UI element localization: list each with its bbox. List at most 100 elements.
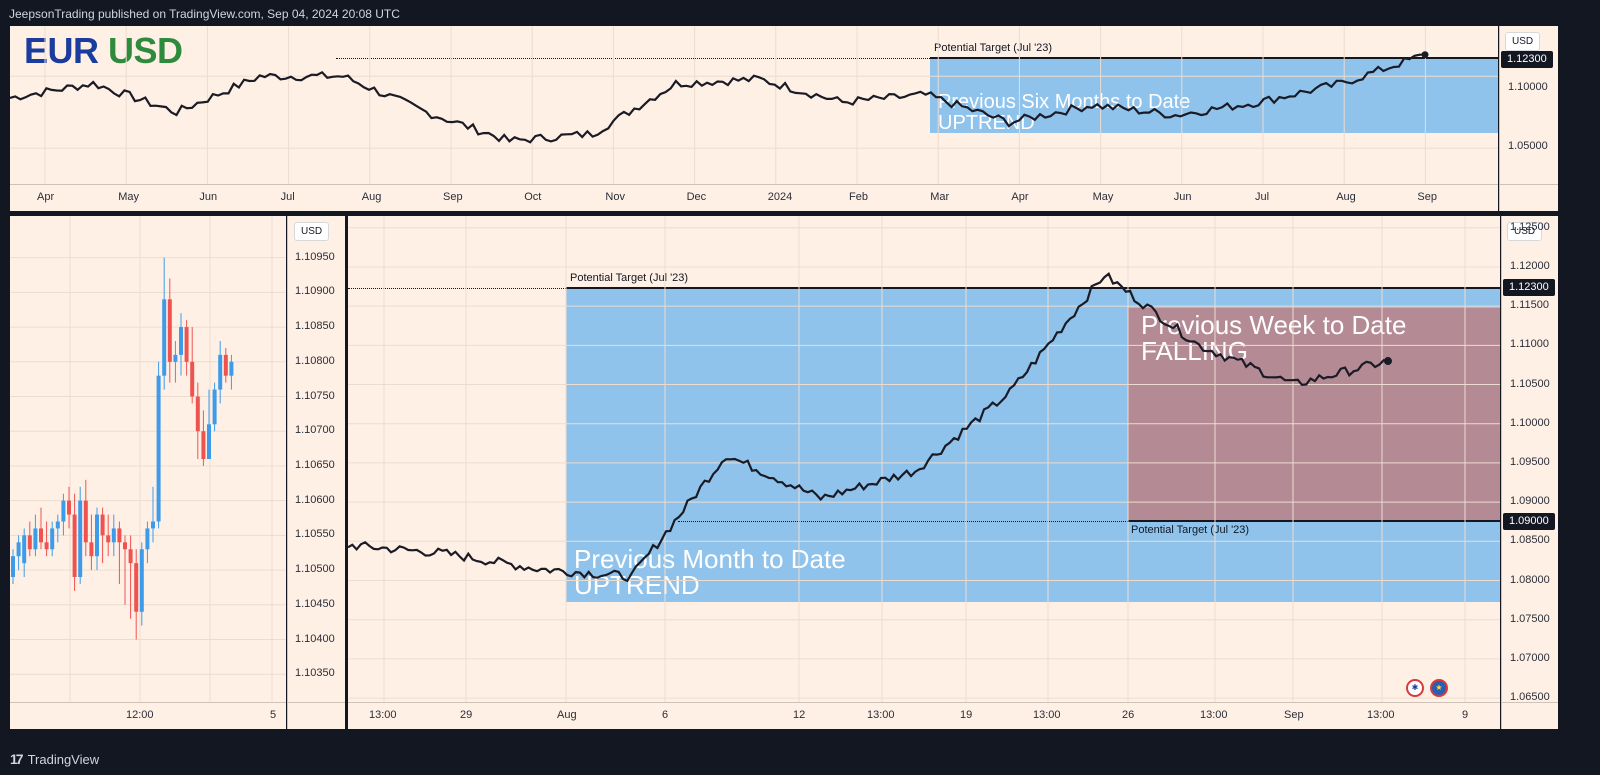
flag-icon[interactable]: ✱ (1406, 679, 1424, 697)
candle (184, 320, 189, 376)
y-tick: 1.08000 (1510, 573, 1550, 586)
y-tick: 1.07500 (1510, 612, 1550, 625)
symbol-base: EUR (24, 30, 99, 71)
x-tick: 13:00 (867, 709, 895, 721)
x-tick: Sep (1284, 709, 1304, 721)
x-tick: 19 (960, 709, 973, 721)
y-tick: 1.09000 (1510, 495, 1550, 508)
target-top-line[interactable] (566, 287, 1500, 289)
main-line-svg (347, 216, 1500, 702)
x-tick: 13:00 (1033, 709, 1061, 721)
candle (207, 389, 211, 459)
y-tick: 1.10450 (295, 597, 335, 610)
target-line[interactable] (930, 57, 1498, 59)
candle (55, 514, 60, 543)
main-price-axis[interactable]: USD 1.12500 1.12000 1.11500 1.11000 1.10500 1… (1501, 216, 1558, 704)
candle (156, 361, 161, 529)
x-tick: 13:00 (1200, 709, 1228, 721)
y-tick: 1.10500 (1510, 377, 1550, 390)
tradingview-logo[interactable]: 17 TradingView (10, 751, 99, 767)
x-tick: Apr (1011, 191, 1029, 203)
overview-price-axis[interactable]: USD 1.12300 1.10000 1.05000 (1499, 26, 1558, 184)
candle (78, 486, 83, 584)
x-tick: 12:00 (126, 709, 154, 721)
y-tick: 1.10900 (295, 285, 335, 298)
y-tick: 1.06500 (1510, 691, 1550, 704)
overview-corner (1499, 184, 1558, 211)
x-tick: Jun (1173, 191, 1192, 203)
price-line (347, 272, 1389, 583)
candle (134, 549, 139, 640)
candle (128, 535, 133, 619)
x-tick: 26 (1122, 709, 1135, 721)
candle (117, 521, 122, 584)
candle (111, 514, 116, 557)
x-tick: Oct (524, 191, 542, 203)
candles-svg (10, 216, 286, 702)
x-tick: 29 (460, 709, 473, 721)
currency-badge[interactable]: USD (294, 222, 330, 241)
x-tick: Apr (37, 191, 55, 203)
candle (39, 507, 43, 550)
flag-icon[interactable]: ★ (1430, 679, 1448, 697)
y-tick: 1.10350 (295, 667, 335, 680)
six-month-label-line2: UPTREND (938, 112, 1035, 134)
last-price-dot (1384, 357, 1392, 366)
candle (100, 507, 105, 564)
main-time-axis[interactable]: 13:00 29 Aug 6 12 13:00 19 13:00 26 13:00 Sep 13:00… (348, 702, 1500, 729)
candle (139, 542, 144, 626)
month-uptrend-line1: Previous Month to Date (574, 544, 846, 574)
y-tick: 1.12000 (1510, 259, 1550, 272)
candle (212, 382, 217, 432)
y-tick: 1.11000 (1510, 338, 1549, 351)
currency-badge[interactable]: USD (1507, 222, 1543, 241)
candle (33, 514, 38, 557)
candle (167, 278, 172, 383)
y-tick: 1.12500 (1510, 220, 1550, 233)
main-corner (1501, 702, 1558, 729)
symbol-quote: USD (108, 30, 183, 71)
x-tick: Jul (280, 191, 295, 203)
x-tick: 12 (793, 709, 806, 721)
y-tick: 1.09500 (1510, 455, 1550, 468)
six-month-box[interactable] (930, 59, 1498, 133)
y-tick: 1.10650 (295, 458, 335, 471)
target-price-tag: 1.12300 (1501, 51, 1553, 68)
target-bottom-price-tag: 1.09000 (1503, 513, 1555, 530)
x-tick: Jun (199, 191, 218, 203)
x-tick: 13:00 (369, 709, 397, 721)
six-month-label-line1: Previous Six Months to Date (938, 91, 1191, 113)
week-falling-box[interactable] (1128, 308, 1500, 521)
overview-chart[interactable]: EUR USD Potential Target (Jul '23) Previ… (9, 26, 1508, 184)
currency-badge[interactable]: USD (1505, 32, 1541, 51)
x-tick: 13:00 (1367, 709, 1395, 721)
intraday-price-axis[interactable]: USD 1.10950 1.10900 1.10850 1.10800 1.10750 1… (287, 216, 345, 702)
candle (61, 493, 66, 536)
y-tick: 1.11500 (1510, 299, 1549, 312)
y-tick: 1.10000 (1510, 416, 1550, 429)
x-tick: Sep (443, 191, 463, 203)
candle (190, 327, 195, 404)
price-line (9, 53, 1425, 144)
x-tick: Jul (1255, 191, 1270, 203)
target-bottom-line[interactable] (1128, 520, 1500, 522)
target-bottom-label: Potential Target (Jul '23) (1131, 524, 1250, 536)
intraday-chart[interactable] (10, 216, 286, 702)
y-tick: 1.10500 (295, 563, 335, 576)
candle (179, 313, 183, 376)
main-chart[interactable]: Potential Target (Jul '23) Potential Tar… (347, 216, 1500, 702)
target-top-label: Potential Target (Jul '23) (570, 272, 689, 284)
x-tick: 5 (270, 709, 277, 721)
x-tick: 2024 (767, 191, 793, 203)
candle (44, 521, 49, 557)
x-tick: Feb (849, 191, 868, 203)
week-falling-line1: Previous Week to Date (1141, 310, 1407, 340)
intraday-time-axis[interactable]: 12:00 5 (10, 702, 286, 729)
x-tick: Aug (557, 709, 577, 721)
overview-time-axis[interactable]: Apr May Jun Jul Aug Sep Oct Nov Dec 2024 Feb Mar Apr… (10, 184, 1516, 211)
candle (223, 347, 228, 383)
x-tick: Nov (605, 191, 625, 203)
target-dotted (336, 58, 930, 59)
candle (11, 549, 15, 584)
six-month-label: Previous Six Months to Date UPTREND (938, 92, 1190, 134)
